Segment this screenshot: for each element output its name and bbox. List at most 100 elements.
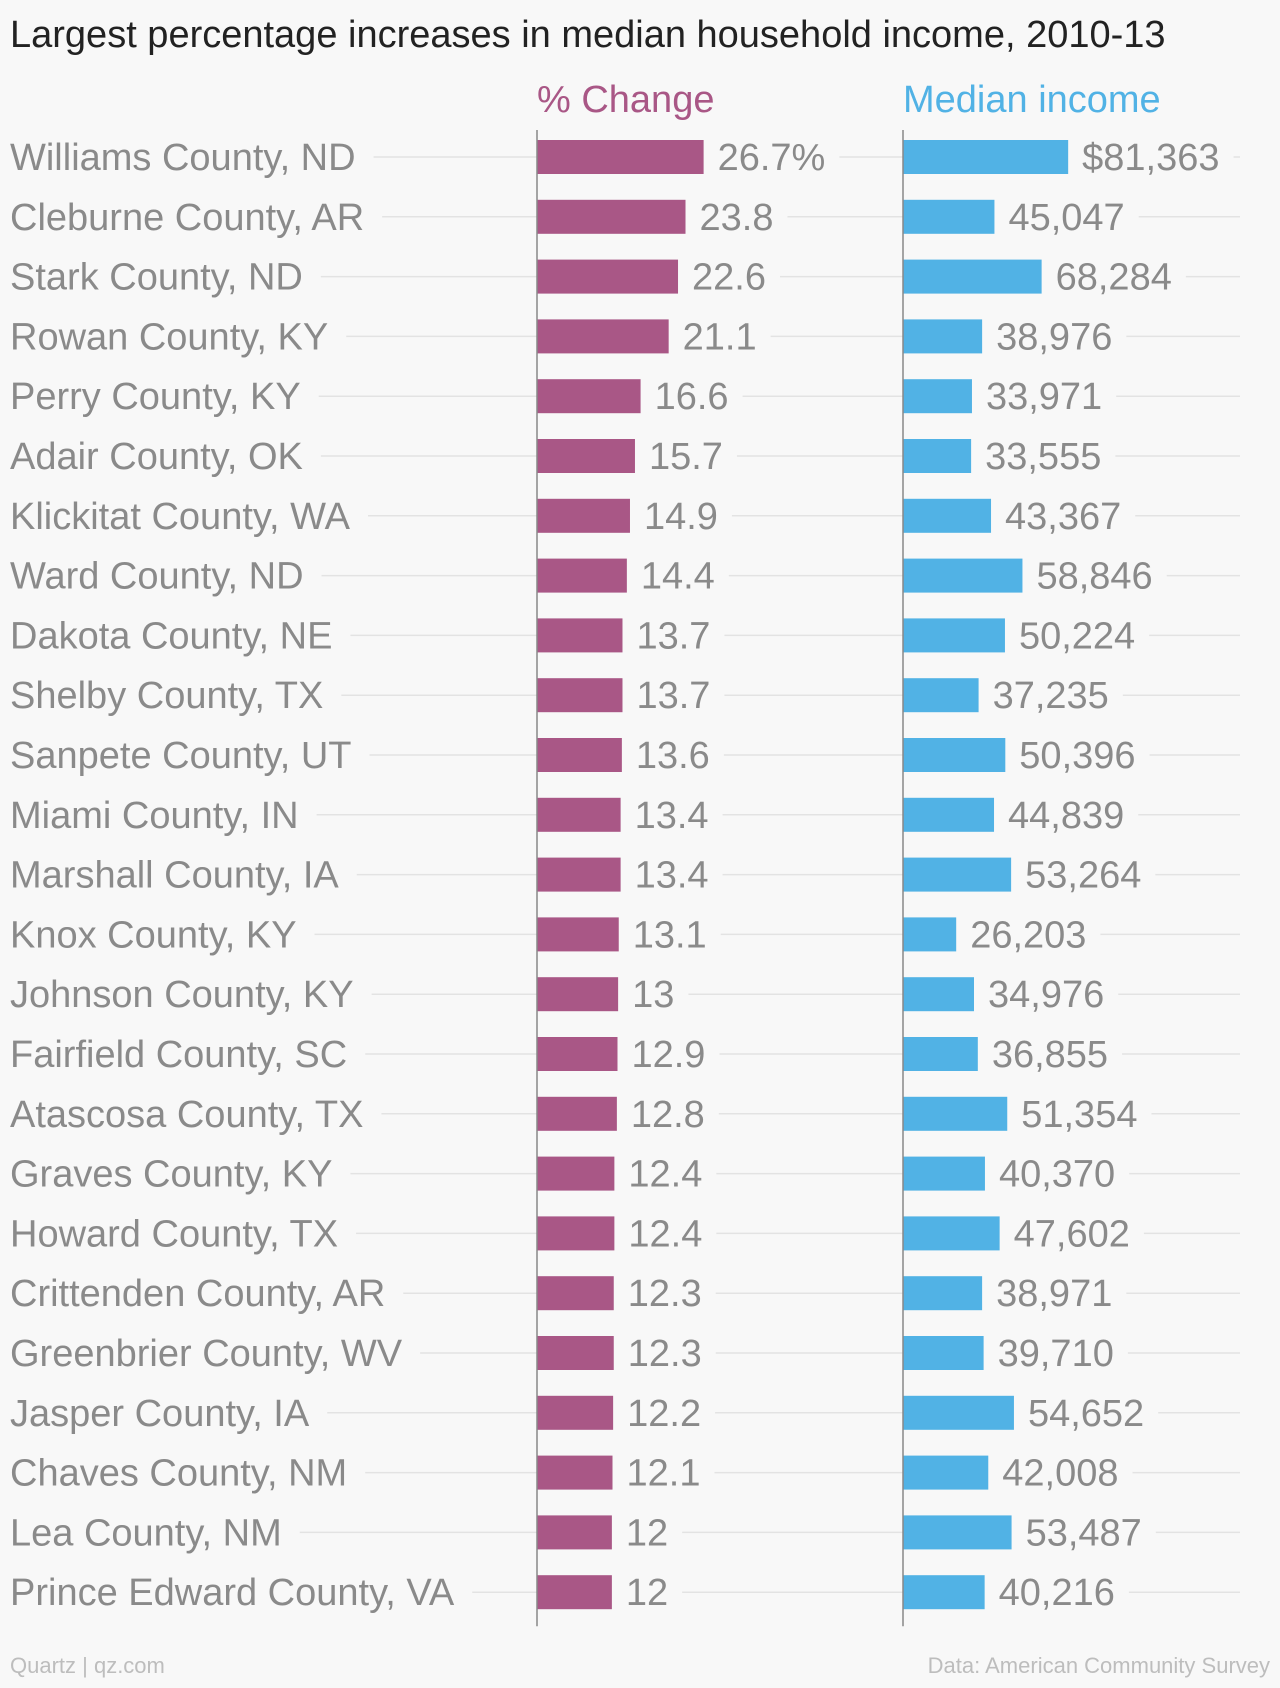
bar-median-income [903,917,957,952]
value-label-pct-change: 12.3 [628,1333,702,1375]
bar-median-income [903,319,983,354]
chart-title: Largest percentage increases in median h… [10,14,1166,56]
bar-median-income [903,1515,1012,1550]
category-label: Knox County, KY [10,914,297,956]
value-label-pct-change: 13.6 [636,735,710,777]
bar-median-income [903,379,972,414]
bar-pct-change [537,917,619,952]
value-label-median-income: 42,008 [1002,1453,1118,1495]
footer-source-left: Quartz | qz.com [10,1653,165,1678]
bar-median-income [903,857,1012,892]
value-label-pct-change: 22.6 [692,257,766,299]
bar-median-income [903,439,972,473]
category-label: Dakota County, NE [10,615,332,657]
bar-pct-change [537,1395,614,1430]
category-label: Lea County, NM [10,1512,282,1554]
bar-pct-change [537,857,621,892]
value-label-pct-change: 12.9 [631,1034,705,1076]
value-label-pct-change: 15.7 [649,436,723,478]
value-label-median-income: 68,284 [1056,257,1172,299]
value-label-pct-change: 23.8 [700,197,774,239]
value-label-median-income: 36,855 [992,1034,1108,1076]
bar-pct-change [537,379,641,414]
bar-pct-change [537,977,619,1012]
bar-pct-change [537,1096,617,1131]
value-label-median-income: 38,976 [996,316,1112,358]
bar-pct-change [537,558,627,593]
category-label: Fairfield County, SC [10,1034,347,1076]
category-label: Marshall County, IA [10,855,339,897]
bar-pct-change [537,1156,615,1191]
category-label: Howard County, TX [10,1213,338,1255]
value-label-median-income: 45,047 [1008,197,1124,239]
footer-source-right: Data: American Community Survey [927,1653,1270,1678]
category-label: Williams County, ND [10,137,356,179]
bar-pct-change [537,199,686,234]
chart-area: % Change Median income Williams County, ND… [10,79,1240,1627]
category-label: Crittenden County, AR [10,1273,385,1315]
bar-pct-change [537,1455,613,1490]
value-label-median-income: $81,363 [1082,137,1219,179]
bar-pct-change [537,618,623,653]
value-label-median-income: 43,367 [1005,496,1121,538]
value-label-pct-change: 12.8 [631,1094,705,1136]
category-label: Miami County, IN [10,795,299,837]
bar-median-income [903,1216,1000,1251]
value-label-median-income: 44,839 [1008,795,1124,837]
bar-pct-change [537,1336,614,1370]
column-header-median-income: Median income [903,79,1161,121]
bar-median-income [903,1395,1014,1430]
category-label: Greenbrier County, WV [10,1333,403,1375]
value-label-pct-change: 21.1 [683,316,757,358]
bar-median-income [903,738,1006,772]
category-label: Adair County, OK [10,436,303,478]
bar-pct-change [537,498,630,533]
bar-pct-change [537,678,623,713]
category-label: Klickitat County, WA [10,496,351,538]
value-label-median-income: 53,264 [1025,855,1141,897]
category-label: Jasper County, IA [10,1393,310,1435]
bar-median-income [903,618,1005,653]
value-label-pct-change: 12 [626,1572,668,1614]
bar-pct-change [537,797,621,832]
value-label-pct-change: 12.1 [627,1453,701,1495]
bar-pct-change [537,1575,612,1610]
category-label: Johnson County, KY [10,974,354,1016]
value-label-pct-change: 12 [626,1512,668,1554]
value-label-pct-change: 13.4 [635,855,709,897]
bar-pct-change [537,319,669,354]
bar-median-income [903,1575,985,1610]
value-label-pct-change: 26.7% [718,137,826,179]
category-label: Shelby County, TX [10,675,323,717]
category-label: Rowan County, KY [10,316,328,358]
bar-median-income [903,140,1069,174]
bar-median-income [903,977,975,1012]
value-label-median-income: 39,710 [998,1333,1114,1375]
value-label-median-income: 54,652 [1028,1393,1144,1435]
category-label: Stark County, ND [10,257,303,299]
value-label-pct-change: 12.4 [628,1213,702,1255]
bar-pct-change [537,1037,618,1071]
value-label-median-income: 53,487 [1026,1512,1142,1554]
bar-pct-change [537,1515,612,1550]
category-label: Sanpete County, UT [10,735,351,777]
value-label-median-income: 33,555 [985,436,1101,478]
value-label-pct-change: 14.9 [644,496,718,538]
category-label: Ward County, ND [10,556,304,598]
value-label-median-income: 26,203 [970,914,1086,956]
bar-pct-change [537,1216,615,1251]
category-label: Prince Edward County, VA [10,1572,455,1614]
category-label: Graves County, KY [10,1154,332,1196]
bar-pct-change [537,140,704,174]
bar-median-income [903,678,979,713]
bar-median-income [903,1276,983,1311]
value-label-pct-change: 13.4 [635,795,709,837]
bar-median-income [903,199,995,234]
value-label-median-income: 34,976 [988,974,1104,1016]
value-label-pct-change: 12.3 [628,1273,702,1315]
bar-median-income [903,797,995,832]
value-label-median-income: 40,216 [999,1572,1115,1614]
category-label: Perry County, KY [10,376,301,418]
bar-pct-change [537,1276,614,1311]
value-label-median-income: 50,396 [1019,735,1135,777]
